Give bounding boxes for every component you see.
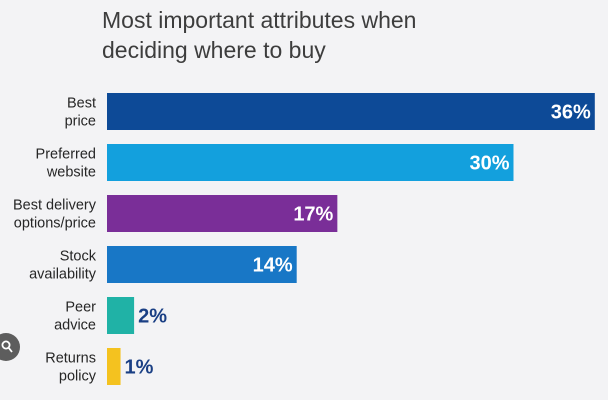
chart-title-line-1: Most important attributes when bbox=[102, 7, 417, 33]
category-label-2-1: options/price bbox=[14, 216, 96, 232]
bar-2 bbox=[107, 195, 338, 232]
lens-icon bbox=[1, 340, 13, 353]
category-label-1-0: Preferred bbox=[36, 147, 96, 163]
value-label-2: 17% bbox=[293, 204, 333, 226]
category-label-4-1: advice bbox=[54, 318, 96, 334]
chart-title: Most important attributes when deciding … bbox=[102, 5, 522, 65]
chart-title-line-2: deciding where to buy bbox=[102, 37, 326, 63]
bar-1 bbox=[107, 144, 514, 181]
bar-5 bbox=[107, 348, 121, 385]
value-label-4: 2% bbox=[138, 306, 167, 328]
bar-3 bbox=[107, 246, 297, 283]
category-label-3-1: availability bbox=[29, 267, 97, 283]
category-label-0-0: Best bbox=[67, 96, 96, 112]
category-label-1-1: website bbox=[46, 165, 96, 181]
bar-4 bbox=[107, 297, 135, 334]
category-label-4-0: Peer bbox=[65, 300, 96, 316]
value-label-5: 1% bbox=[125, 357, 154, 379]
category-label-5-1: policy bbox=[59, 369, 97, 385]
category-label-3-0: Stock bbox=[60, 249, 97, 265]
category-label-2-0: Best delivery bbox=[13, 198, 97, 214]
lens-badge[interactable] bbox=[0, 333, 20, 361]
category-label-5-0: Returns bbox=[45, 351, 96, 367]
value-label-1: 30% bbox=[469, 153, 509, 175]
category-label-0-1: price bbox=[65, 114, 96, 130]
value-label-3: 14% bbox=[253, 255, 293, 277]
value-label-0: 36% bbox=[551, 102, 591, 124]
bar-0 bbox=[107, 93, 595, 130]
